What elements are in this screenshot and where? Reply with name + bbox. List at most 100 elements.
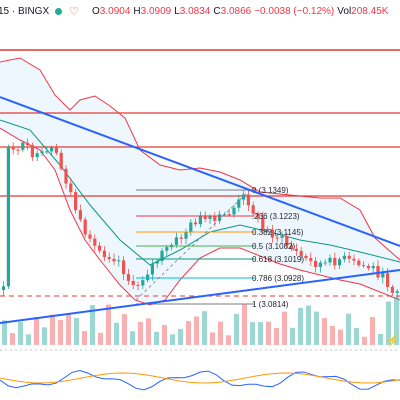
lightning-icon[interactable]: ⚡: [386, 334, 400, 347]
volume-bar: [282, 311, 287, 345]
candle-body: [45, 151, 49, 153]
volume-bar: [42, 327, 47, 345]
volume-bar: [26, 334, 31, 345]
candle-body: [146, 274, 150, 281]
volume-bar: [202, 311, 207, 345]
candle-body: [150, 263, 154, 275]
candle-body: [357, 260, 361, 266]
volume-label: Vol: [337, 5, 352, 17]
volume-bar: [290, 327, 295, 345]
candle-body: [232, 207, 236, 215]
volume-bar: [74, 317, 79, 345]
volume-bar: [362, 336, 367, 345]
ascending-trendline: [0, 269, 400, 324]
volume-bar: [2, 320, 7, 345]
volume-bar: [170, 334, 175, 345]
candle-body: [2, 286, 6, 290]
close-label: C: [213, 5, 221, 17]
candle-body: [102, 250, 106, 258]
volume-bar: [194, 316, 199, 345]
candle-body: [112, 258, 116, 262]
candle-body: [362, 265, 366, 267]
fib-label-0.236: .236 (3.1223): [252, 212, 300, 221]
candle-body: [40, 151, 44, 154]
candle-body: [26, 142, 30, 146]
volume-bar: [226, 335, 231, 345]
candle-body: [30, 145, 34, 158]
candle-body: [323, 262, 327, 264]
candle-body: [299, 251, 303, 256]
candle-body: [304, 255, 308, 259]
volume-bar: [234, 313, 239, 345]
candle-body: [107, 257, 111, 259]
volume-bar: [50, 314, 55, 345]
low-label: L: [174, 5, 180, 17]
volume-bar: [322, 318, 327, 345]
candle-body: [395, 291, 399, 293]
candle-body: [227, 214, 231, 216]
close-value: 3.0866: [220, 5, 252, 17]
volume-value: 208.45K: [351, 5, 389, 17]
volume-bar: [186, 320, 191, 345]
candle-body: [261, 217, 265, 230]
candle-body: [69, 183, 73, 193]
oscillator-signal-line: [0, 372, 400, 384]
candle-body: [88, 234, 92, 239]
volume-bar: [370, 317, 375, 345]
candle-body: [270, 229, 274, 238]
candle-body: [237, 199, 241, 208]
candle-body: [218, 214, 222, 221]
candle-body: [21, 142, 25, 150]
volume-bar: [138, 321, 143, 345]
oscillator-line: [0, 370, 400, 391]
volume-bar: [154, 331, 159, 345]
candle-body: [213, 216, 217, 221]
candle-body: [64, 168, 68, 184]
heart-icon[interactable]: ♡: [69, 5, 80, 18]
candle-body: [275, 237, 279, 239]
candle-body: [294, 248, 298, 252]
candle-body: [352, 258, 356, 261]
volume-bar: [314, 311, 319, 345]
candle-body: [189, 222, 193, 233]
candle-body: [122, 260, 126, 275]
volume-bar: [346, 313, 351, 345]
volume-bar: [122, 314, 127, 345]
volume-bar: [82, 331, 87, 345]
candle-body: [6, 146, 10, 287]
candle-body: [290, 245, 294, 249]
candle-body: [285, 236, 289, 246]
candle-body: [318, 262, 322, 267]
band-lower: [0, 127, 400, 306]
candle-body: [280, 236, 284, 238]
volume-bar: [146, 318, 151, 345]
candle-body: [179, 237, 183, 239]
candle-body: [35, 153, 39, 158]
candle-body: [155, 261, 159, 264]
candle-body: [314, 260, 318, 267]
volume-bar: [330, 325, 335, 345]
volume-bar: [66, 314, 71, 345]
fib-label-1: 1 (3.0814): [252, 300, 289, 309]
symbol-label[interactable]: 15 · BINGX: [0, 5, 50, 17]
fib-label-0.618: 0.618 (3.1019): [252, 255, 304, 264]
candle-body: [309, 258, 313, 261]
low-value: 3.0834: [179, 5, 211, 17]
volume-bar: [266, 321, 271, 345]
volume-bar: [242, 304, 247, 345]
candle-body: [376, 265, 380, 278]
volume-bar: [178, 328, 183, 345]
volume-bar: [394, 297, 399, 345]
oscillator-pane: [0, 370, 400, 391]
volume-bar: [106, 304, 111, 345]
fib-label-0.786: 0.786 (3.0928): [252, 274, 304, 283]
candle-body: [198, 215, 202, 225]
volume-bar: [34, 316, 39, 345]
candle-body: [184, 232, 188, 239]
fib-trend-line: [135, 189, 251, 301]
candle-body: [54, 147, 58, 153]
candle-body: [381, 273, 385, 278]
candle-body: [266, 229, 270, 231]
volume-bar: [250, 322, 255, 345]
